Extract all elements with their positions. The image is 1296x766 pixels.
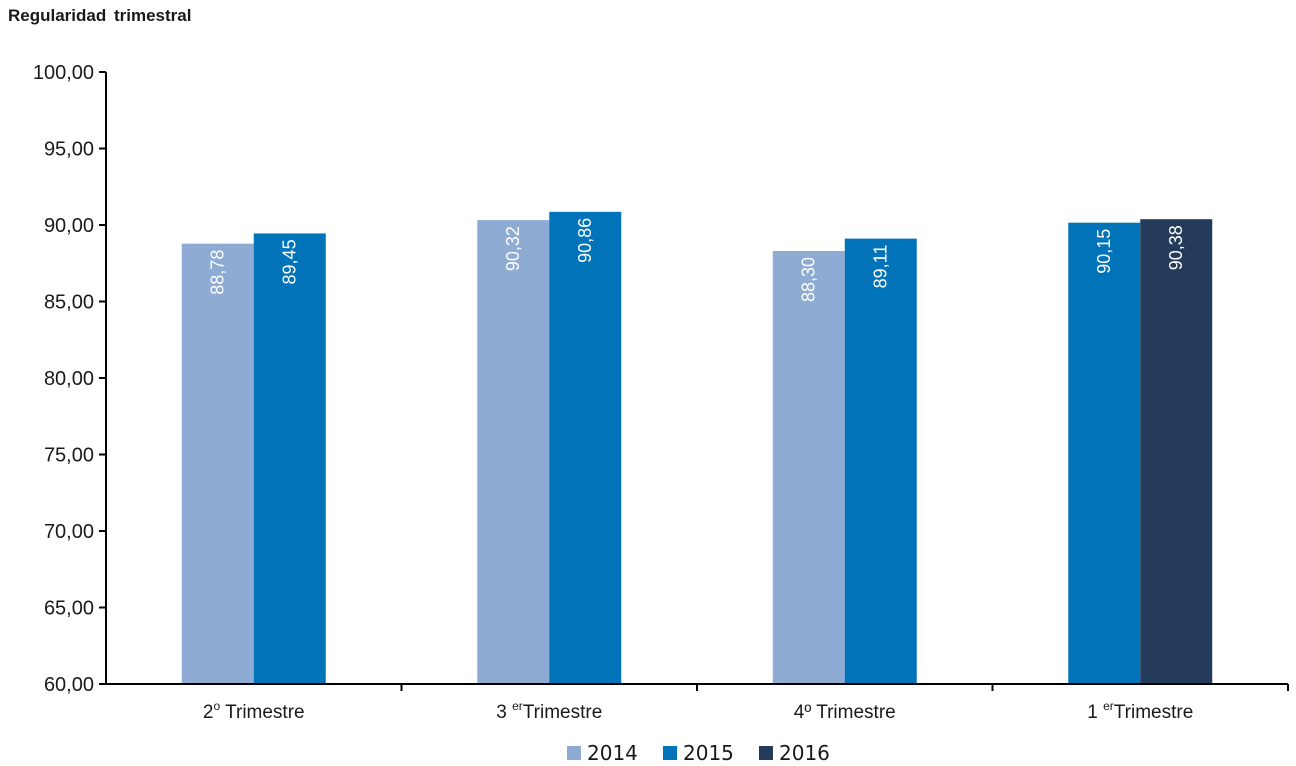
legend-label: 2014 [587, 741, 638, 765]
chart-title: Regularidad trimestral [8, 6, 192, 25]
legend-swatch-2016 [759, 746, 773, 760]
x-tick-label: 2o Trimestre [203, 699, 305, 723]
y-ticks-group: 60,00 65,00 70,00 75,00 80,00 85,00 90,00 95,00… [33, 62, 106, 696]
bar-2015 [844, 238, 917, 684]
y-tick-label: 85,00 [44, 292, 94, 314]
y-tick-label: 70,00 [44, 521, 94, 543]
bar-2015 [1068, 222, 1141, 684]
data-label: 89,45 [280, 239, 300, 284]
bar-2015 [549, 211, 622, 685]
legend: 2014 2015 2016 [567, 741, 830, 765]
data-label: 90,38 [1166, 225, 1186, 270]
x-tick-label-rest: Trimestre [523, 702, 603, 723]
x-tick-label-rest: Trimestre [220, 702, 304, 723]
x-tick-label-sup: er [512, 699, 523, 713]
y-tick-label: 75,00 [44, 445, 94, 467]
bar-2015 [253, 233, 326, 685]
data-label: 88,78 [208, 250, 228, 295]
y-tick-label: 95,00 [44, 139, 94, 161]
data-label: 89,11 [871, 245, 891, 289]
y-tick-label: 80,00 [44, 368, 94, 390]
x-tick-label-main: 2 [203, 702, 214, 723]
bar-labels-group: 88,78 89,45 90,32 90,86 88,30 89,11 90,15 90,38 [208, 218, 1187, 302]
legend-swatch-2015 [663, 746, 677, 760]
x-tick-label-main: 4º Trimestre [794, 702, 896, 723]
x-tick-label-sup: er [1103, 699, 1114, 713]
y-tick-label: 90,00 [44, 215, 94, 237]
x-tick-label-main: 1 [1087, 702, 1103, 723]
bars-group [181, 211, 1213, 685]
x-tick-label: 1 erTrimestre [1087, 699, 1193, 723]
bar-2014 [477, 220, 550, 684]
bar-2016 [1140, 219, 1213, 684]
bar-2014 [181, 243, 254, 684]
x-tick-label: 3 erTrimestre [496, 699, 602, 723]
data-label: 90,86 [575, 218, 595, 263]
legend-label: 2015 [683, 741, 734, 765]
legend-swatch-2014 [567, 746, 581, 760]
legend-label: 2016 [779, 741, 830, 765]
x-ticks-group: 2o Trimestre 3 erTrimestre 4º Trimestre 1 e… [203, 684, 1289, 723]
data-label: 90,32 [503, 226, 523, 271]
y-tick-label: 60,00 [44, 674, 94, 696]
y-tick-label: 65,00 [44, 598, 94, 620]
data-label: 88,30 [799, 257, 819, 302]
x-tick-label: 4º Trimestre [794, 702, 896, 723]
x-tick-label-main: 3 [496, 702, 512, 723]
x-tick-label-rest: Trimestre [1114, 702, 1194, 723]
data-label: 90,15 [1094, 229, 1114, 274]
x-tick-label-sup: o [213, 699, 220, 713]
bar-2014 [772, 251, 845, 684]
y-tick-label: 100,00 [33, 62, 94, 84]
